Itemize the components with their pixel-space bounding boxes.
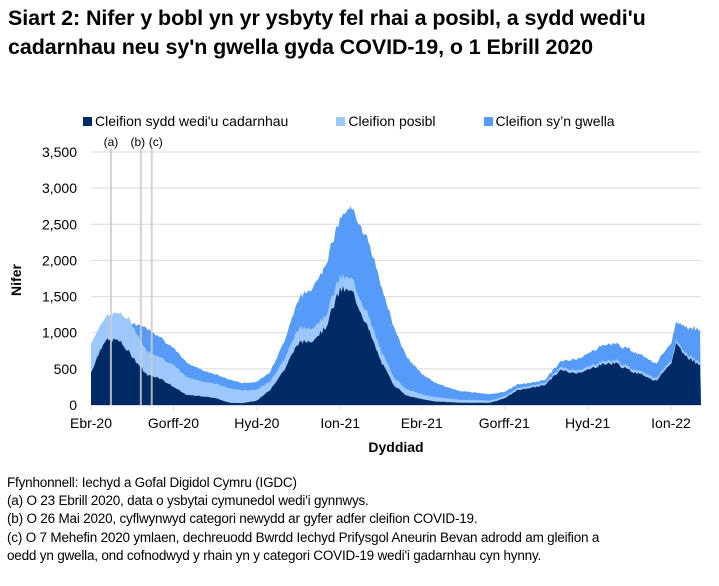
footnote-c-cont: oedd yn gwella, ond cofnodwyd y rhain yn… — [7, 547, 542, 563]
x-tick-label: Ebr-21 — [401, 415, 443, 431]
y-tick-label: 3,000 — [42, 180, 77, 196]
annotation-label: (c) — [149, 135, 163, 149]
legend-item-confirmed: Cleifion sydd wedi'u cadarnhau — [83, 113, 288, 129]
y-axis: 0 500 1,000 1,500 2,000 2,500 3,000 3,500 — [42, 144, 77, 413]
footnote-c: (c) O 7 Mehefin 2020 ymlaen, dechreuodd … — [7, 529, 600, 545]
plot-areas — [91, 206, 701, 405]
x-tick-label: Hyd-21 — [565, 415, 610, 431]
footnote-b: (b) O 26 Mai 2020, cyflwynwyd categori n… — [7, 511, 478, 527]
y-axis-label: Nifer — [8, 264, 24, 296]
y-tick-label: 500 — [54, 361, 78, 377]
x-tick-label: Gorff-20 — [148, 415, 199, 431]
x-tick-label: Ion-21 — [320, 415, 360, 431]
legend-label-recovering: Cleifion sy’n gwella — [495, 113, 615, 129]
footnotes: Ffynhonnell: Iechyd a Gofal Digidol Cymr… — [7, 474, 717, 565]
x-tick-label: Hyd-20 — [234, 415, 279, 431]
x-tick-label: Ion-22 — [651, 415, 691, 431]
y-tick-label: 1,500 — [42, 289, 77, 305]
legend-item-recovering: Cleifion sy’n gwella — [483, 113, 615, 129]
x-tick-label: Gorff-21 — [479, 415, 530, 431]
y-tick-label: 2,000 — [42, 252, 77, 268]
x-axis-label: Dyddiad — [368, 439, 423, 455]
annotation-label: (b) — [131, 135, 146, 149]
x-axis: Ebr-20 Gorff-20 Hyd-20 Ion-21 Ebr-21 Gorff-21… — [70, 405, 701, 431]
y-tick-label: 0 — [69, 397, 77, 413]
stacked-area-chart: (a) (b) (c) 0 500 1,000 1,500 2,000 2,500 3,000 3… — [8, 135, 701, 455]
y-tick-label: 1,000 — [42, 325, 77, 341]
legend-swatch-recovering — [483, 116, 493, 126]
y-tick-label: 2,500 — [42, 216, 77, 232]
legend-swatch-suspected — [336, 116, 346, 126]
annotation-lines: (a) (b) (c) — [104, 135, 163, 405]
chart-title: Siart 2: Nifer y bobl yn yr ysbyty fel r… — [8, 6, 646, 59]
y-tick-label: 3,500 — [42, 144, 77, 160]
footnote-source: Ffynhonnell: Iechyd a Gofal Digidol Cymr… — [7, 475, 297, 490]
annotation-label: (a) — [104, 135, 119, 149]
x-tick-label: Ebr-20 — [70, 415, 112, 431]
legend-swatch-confirmed — [83, 116, 92, 126]
legend-item-suspected: Cleifion posibl — [336, 113, 436, 129]
footnote-a: (a) O 23 Ebrill 2020, data o ysbytai cym… — [7, 493, 369, 509]
chart-legend: Cleifion sydd wedi'u cadarnhau Cleifion … — [83, 112, 663, 130]
legend-label-suspected: Cleifion posibl — [348, 113, 436, 129]
legend-label-confirmed: Cleifion sydd wedi'u cadarnhau — [95, 113, 289, 129]
